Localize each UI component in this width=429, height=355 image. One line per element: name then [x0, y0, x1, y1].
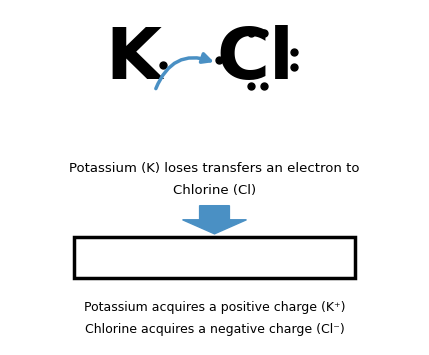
Text: Cl: Cl [216, 25, 294, 94]
Text: ]: ] [263, 241, 280, 275]
Polygon shape [182, 206, 247, 234]
Text: −: − [253, 237, 269, 257]
Text: Chlorine acquires a negative charge (Cl⁻): Chlorine acquires a negative charge (Cl⁻… [85, 323, 344, 336]
Text: [K: [K [136, 241, 180, 275]
Text: [Cl: [Cl [197, 241, 253, 275]
Text: Potassium acquires a positive charge (K⁺): Potassium acquires a positive charge (K⁺… [84, 301, 345, 314]
Text: Chlorine (Cl): Chlorine (Cl) [173, 184, 256, 197]
FancyArrowPatch shape [156, 54, 210, 89]
Text: +: + [176, 237, 193, 257]
Text: K: K [106, 25, 161, 94]
Text: ]: ] [184, 241, 201, 275]
Bar [74, 237, 355, 278]
Text: Potassium (K) loses transfers an electron to: Potassium (K) loses transfers an electro… [69, 162, 360, 175]
